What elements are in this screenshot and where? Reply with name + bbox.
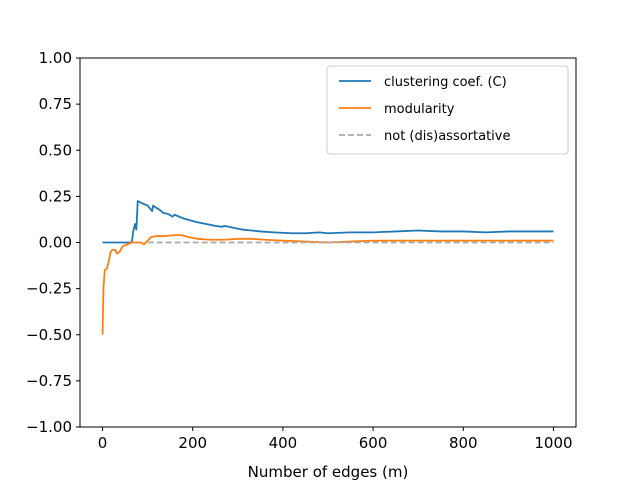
ticks-layer: 0 200 400 600 800 1000 −1.00 −0.75 −0.50 −0.25 0.0… xyxy=(26,49,573,452)
y-tick-label: −1.00 xyxy=(26,418,72,436)
y-tick-label: 0.00 xyxy=(39,234,72,252)
x-axis-label: Number of edges (m) xyxy=(248,463,409,480)
x-tick-label: 0 xyxy=(98,434,108,452)
legend-label-2: not (dis)assortative xyxy=(384,129,510,144)
x-tick-label: 400 xyxy=(269,434,298,452)
x-tick-label: 800 xyxy=(449,434,478,452)
y-tick-label: −0.50 xyxy=(26,326,72,344)
series-line-0 xyxy=(102,200,554,244)
x-tick-label: 1000 xyxy=(534,434,572,452)
y-tick-label: 0.25 xyxy=(39,187,72,205)
legend: clustering coef. (C) modularity not (dis)a… xyxy=(326,65,569,155)
legend-box xyxy=(326,65,569,155)
series-layer xyxy=(101,200,554,335)
y-tick-label: 0.50 xyxy=(39,141,72,159)
y-tick-label: −0.25 xyxy=(26,280,72,298)
x-tick-label: 200 xyxy=(178,434,207,452)
series-line-1 xyxy=(101,234,554,335)
y-tick-label: 1.00 xyxy=(39,49,72,67)
legend-label-1: modularity xyxy=(384,102,455,117)
y-tick-label: 0.75 xyxy=(39,95,72,113)
x-tick-label: 600 xyxy=(359,434,388,452)
y-tick-label: −0.75 xyxy=(26,372,72,390)
legend-label-0: clustering coef. (C) xyxy=(384,75,507,90)
